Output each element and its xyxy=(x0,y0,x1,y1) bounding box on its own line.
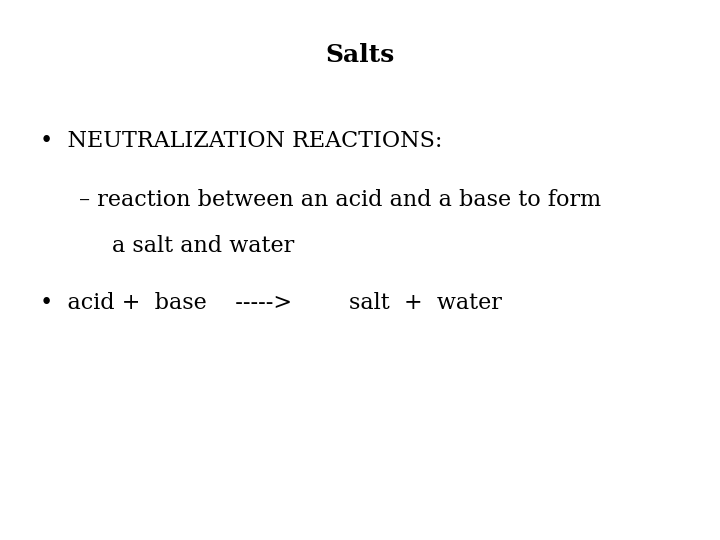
Text: Salts: Salts xyxy=(325,43,395,67)
Text: •  acid +  base    ----->        salt  +  water: • acid + base -----> salt + water xyxy=(40,292,501,314)
Text: – reaction between an acid and a base to form: – reaction between an acid and a base to… xyxy=(79,189,601,211)
Text: a salt and water: a salt and water xyxy=(112,235,294,257)
Text: •  NEUTRALIZATION REACTIONS:: • NEUTRALIZATION REACTIONS: xyxy=(40,130,442,152)
